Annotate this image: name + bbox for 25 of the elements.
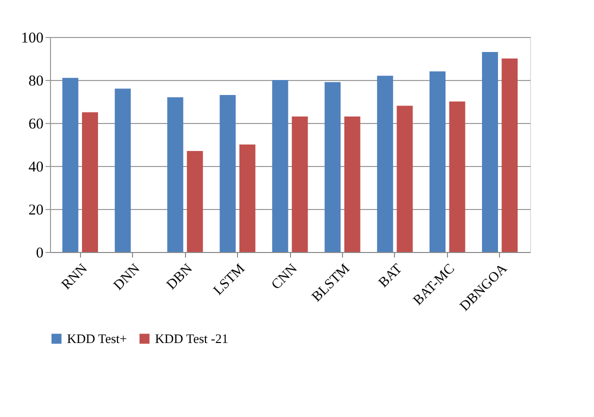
bar: [324, 82, 341, 252]
bar: [482, 52, 498, 252]
bar: [502, 58, 518, 252]
y-tick-label: 40: [28, 160, 44, 176]
bar: [272, 80, 288, 252]
bar: [186, 150, 203, 252]
bar: [449, 102, 466, 252]
y-tick-label: 100: [21, 30, 44, 46]
bar: [167, 97, 184, 252]
bar: [239, 144, 256, 252]
bar: [377, 76, 394, 252]
legend-label: KDD Test+: [67, 330, 127, 346]
y-tick-label: 60: [28, 116, 44, 132]
bar: [396, 106, 413, 252]
y-tick-label: 80: [28, 74, 44, 90]
bar: [292, 116, 308, 252]
bar: [430, 71, 446, 252]
bar: [114, 88, 131, 252]
y-tick-label: 20: [28, 202, 44, 218]
legend-label: KDD Test -21: [155, 330, 228, 346]
bar: [62, 78, 78, 252]
y-tick-label: 0: [36, 246, 44, 262]
bar: [82, 112, 98, 252]
bar: [220, 95, 236, 252]
bar: [344, 116, 360, 252]
